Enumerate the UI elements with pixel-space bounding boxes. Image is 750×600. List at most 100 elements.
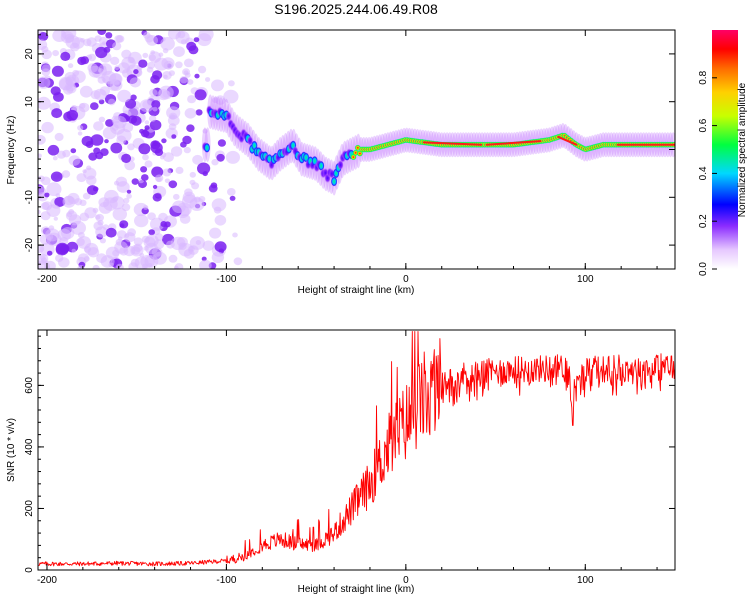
spectrogram-noise-blob <box>46 182 62 197</box>
spectrogram-noise-blob <box>38 32 49 41</box>
spectrogram-noise-blob <box>41 121 54 134</box>
spectrogram-noise-blob <box>61 170 71 178</box>
spectrogram-noise-blob <box>186 124 195 132</box>
spectrogram-noise-blob <box>41 226 51 235</box>
spectrogram-noise-blob <box>178 243 194 257</box>
spectrogram-noise-blob <box>108 98 116 106</box>
snr-frame <box>37 329 676 571</box>
spectrogram-ridge-blob <box>203 142 211 153</box>
spectrogram-noise-blob <box>202 240 215 251</box>
spectrogram-noise-blob <box>52 156 58 161</box>
spectrogram-noise-blob <box>205 77 211 82</box>
spectrogram-noise-blob <box>108 262 114 268</box>
spectrogram-noise-blob <box>140 129 150 138</box>
spectrogram-noise-blob <box>76 173 87 183</box>
spectrogram-noise-blob <box>173 46 185 57</box>
spectrogram-noise-blob <box>189 171 196 178</box>
spectrogram-noise-blob <box>131 246 141 255</box>
spectrogram-noise-blob <box>44 192 50 198</box>
spectrogram-noise-blob <box>38 185 47 200</box>
spectrogram-noise-blob <box>87 53 97 62</box>
spectrogram-noise-blob <box>90 134 104 146</box>
spectrogram-noise-blob <box>71 248 77 253</box>
spectrogram-noise-blob <box>214 215 227 226</box>
spectrogram-noise-blob <box>198 196 206 203</box>
spectrogram-noise-blob <box>233 257 243 266</box>
spectrogram-noise-blob <box>126 193 132 199</box>
spectrogram-noise-blob <box>162 168 172 177</box>
spectrogram-noise-blob <box>139 253 145 258</box>
spectrogram-noise-blob <box>60 51 71 62</box>
spectrogram-noise-blob <box>138 59 148 68</box>
colorbar-tick-label: 0.8 <box>698 70 709 84</box>
spectrogram-noise-blob <box>144 160 153 168</box>
spectrogram-noise-blob <box>211 198 227 212</box>
spectrogram-noise-blob <box>152 184 158 189</box>
spectrogram-noise-blob <box>56 150 66 159</box>
spectrogram-noise-blob <box>114 65 120 71</box>
spectrogram-noise-blob <box>202 128 208 134</box>
spectrogram-noise-blob <box>92 186 99 192</box>
spectrogram-noise-blob <box>209 227 222 239</box>
spectrogram-noise-blob <box>184 108 197 119</box>
spectrogram-noise-blob <box>179 214 191 224</box>
spectrogram-hot-streak <box>422 141 483 146</box>
spectrogram-noise-blob <box>141 174 149 181</box>
spectrogram-noise-blob <box>74 198 83 206</box>
snr-xlabel: Height of straight line (km) <box>298 584 415 595</box>
colorbar-tick-label: 0.0 <box>698 262 709 276</box>
spectrogram-ytick-label: -10 <box>24 190 35 205</box>
spectrogram-ridge-blob <box>318 160 325 171</box>
spectrogram-noise-blob <box>215 95 226 105</box>
spectrogram-noise-blob <box>84 207 97 219</box>
spectrogram-noise-blob <box>54 132 64 142</box>
spectrogram-noise-blob <box>161 138 167 144</box>
spectrogram-noise-blob <box>197 162 211 175</box>
spectrogram-noise-blob <box>96 253 107 264</box>
spectrogram-noise-blob <box>95 214 101 220</box>
spectrogram-noise-blob <box>51 65 64 77</box>
spectrogram-noise-blob <box>70 220 87 235</box>
spectrogram-ytick-label: -20 <box>24 237 35 252</box>
spectrogram-noise-blob <box>175 61 183 69</box>
spectrogram-noise-blob <box>87 247 100 258</box>
spectrogram-noise-blob <box>129 77 141 88</box>
spectrogram-ytick-label: 10 <box>24 96 35 108</box>
spectrogram-noise-blob <box>38 175 45 182</box>
spectrogram-noise-blob <box>83 38 92 47</box>
snr-ytick-label: 600 <box>24 377 35 394</box>
spectrogram-noise-blob <box>131 178 139 185</box>
spectrogram-noise-blob <box>66 109 79 121</box>
spectrogram-noise-blob <box>117 236 123 241</box>
spectrogram-noise-blob <box>54 196 66 207</box>
spectrogram-noise-blob <box>63 195 75 206</box>
spectrogram-noise-blob <box>225 150 240 164</box>
spectrogram-noise-blob <box>148 115 157 122</box>
spectrogram-noise-blob <box>133 69 139 75</box>
spectrogram-noise-blob <box>121 203 131 212</box>
spectrogram-noise-blob <box>198 65 207 74</box>
spectrogram-noise-blob <box>79 85 93 98</box>
spectrogram-noise-blob <box>65 35 80 49</box>
spectrogram-noise-blob <box>211 159 219 166</box>
spectrogram-noise-blob <box>121 49 132 59</box>
snr-xtick-label: -200 <box>37 575 57 586</box>
snr-panel: -200 -100 0 100 0 200 400 600 Height of straigh… <box>6 329 676 595</box>
spectrogram-noise-blob <box>152 106 158 112</box>
spectrogram-noise-blob <box>114 241 128 254</box>
spectrogram-noise-blob <box>183 146 191 154</box>
spectrogram-noise-blob <box>127 115 138 124</box>
spectrogram-noise-blob <box>115 263 124 269</box>
spectrogram-noise-blob <box>87 63 98 73</box>
spectrogram-noise-blob <box>147 212 156 221</box>
spectrogram-noise-blob <box>77 125 84 131</box>
spectrogram-xtick-label: -200 <box>37 274 57 285</box>
spectrogram-noise-blob <box>138 143 151 155</box>
spectrogram-noise-blob <box>144 125 150 130</box>
spectrogram-ridge-blob <box>330 176 338 187</box>
spectrogram-noise-blob <box>97 30 107 35</box>
spectrogram-noise-blob <box>92 264 100 269</box>
snr-xtick-label: 0 <box>403 575 409 586</box>
